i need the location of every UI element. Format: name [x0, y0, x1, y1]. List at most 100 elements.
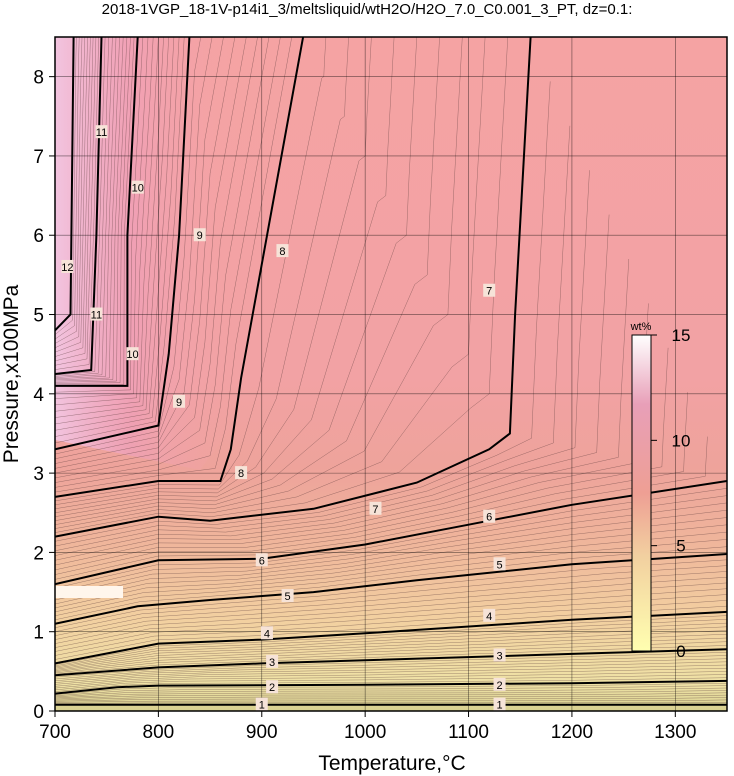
contour-label-bg	[276, 244, 289, 258]
contour-label: 1	[259, 700, 265, 712]
contour-label-bg	[483, 608, 496, 622]
thin-contour-line	[55, 588, 727, 648]
thin-contour-line	[55, 661, 727, 683]
thin-contour-line	[55, 37, 80, 340]
contour-label-bg	[61, 259, 74, 273]
contour-label-bg	[493, 677, 506, 691]
contour-label: 11	[96, 127, 107, 139]
x-tick-label: 1300	[654, 722, 696, 743]
thin-contour-line	[55, 626, 727, 669]
thin-contour-line	[55, 658, 727, 682]
contour-label-bg	[126, 347, 139, 361]
contour-label-bg	[369, 501, 382, 515]
colorbar-tick-label: 5	[676, 537, 685, 556]
contour-label: 8	[238, 468, 244, 480]
thin-contour-line	[55, 81, 551, 542]
thin-contour-line	[55, 37, 124, 382]
contour-label: 9	[197, 230, 203, 242]
x-tick-label: 800	[143, 722, 175, 743]
thin-contour-line	[55, 559, 727, 628]
contour-line-4	[55, 610, 727, 665]
thin-contour-line	[55, 702, 727, 704]
thin-contour-line	[55, 125, 571, 547]
thin-contour-line	[55, 37, 94, 362]
contour-line-5	[55, 553, 727, 625]
thin-contour-line	[55, 685, 727, 697]
thin-contour-line	[55, 600, 727, 656]
contour-line-3	[55, 648, 727, 677]
contour-label: 5	[496, 559, 502, 571]
colorbar-tick-label: 15	[672, 326, 691, 345]
thin-contour-line	[55, 392, 688, 575]
thin-contour-line	[55, 37, 418, 517]
colorbar-tick-label: 0	[676, 642, 685, 661]
contour-label-bg	[255, 697, 268, 711]
contour-label: 2	[269, 682, 275, 694]
contour-label: 1	[496, 700, 502, 712]
thin-contour-line	[55, 571, 727, 636]
contour-label-bg	[255, 553, 268, 567]
chart-title: 2018-1VGP_18-1V-p14i1_3/meltsliquid/wtH2…	[102, 1, 633, 18]
thin-contour-line	[55, 652, 727, 678]
thin-contour-line	[55, 594, 727, 652]
y-axis-title: Pressure,x100MPa	[0, 284, 23, 463]
thin-contour-line	[55, 37, 236, 469]
contour-label: 10	[132, 183, 144, 195]
contour-label-bg	[131, 180, 144, 194]
contour-label: 12	[61, 262, 73, 274]
thin-contour-line	[55, 37, 509, 533]
y-tick-label: 3	[33, 464, 44, 485]
contour-label-bg	[90, 307, 103, 321]
x-axis: 700 800 900 1000 1100 1200 1300	[39, 711, 696, 743]
thin-contour-line	[55, 37, 440, 521]
thin-contour-line	[55, 37, 372, 510]
thin-contour-line	[55, 37, 270, 483]
thin-contour-line	[55, 630, 727, 670]
contour-label: 6	[259, 555, 265, 567]
thin-contour-line	[55, 37, 169, 425]
thin-contour-line	[55, 37, 463, 525]
contour-label-bg	[266, 680, 279, 694]
contour-label-bg	[483, 509, 496, 523]
x-tick-label: 900	[246, 722, 278, 743]
contour-label: 7	[372, 504, 378, 516]
thin-contour-line	[55, 258, 630, 561]
thin-contour-line	[55, 37, 175, 431]
missing-data-strip	[55, 586, 123, 598]
thin-contour-line	[55, 667, 727, 687]
contour-label-bg	[266, 654, 279, 668]
contour-label-bg	[493, 648, 506, 662]
contour-label: 10	[126, 349, 138, 361]
contour-label: 4	[264, 628, 270, 640]
thin-contour-line	[55, 37, 83, 344]
thin-contour-line	[55, 37, 327, 502]
contour-line-12	[55, 37, 75, 332]
y-tick-label: 1	[33, 623, 44, 644]
contour-label: 2	[496, 680, 502, 692]
y-tick-label: 0	[33, 702, 44, 723]
thin-contour-line	[55, 682, 727, 695]
y-tick-label: 6	[33, 226, 44, 247]
thin-contour-line	[55, 37, 247, 474]
thin-contour-line	[55, 622, 727, 668]
thin-contour-line	[55, 37, 395, 514]
thin-contour-line	[55, 641, 727, 674]
grid-lines	[55, 37, 727, 711]
thin-contour-line	[55, 37, 164, 418]
colorbar-ticks: 0 5 10 15	[651, 326, 690, 661]
contour-line-2	[55, 679, 727, 695]
thin-contour-line	[55, 637, 727, 672]
colorbar-gradient	[631, 334, 652, 652]
contour-lines	[55, 37, 727, 706]
contour-label: 11	[91, 310, 102, 322]
contour-label: 5	[285, 591, 291, 603]
thin-contour-line	[55, 671, 727, 689]
thin-contour-line	[55, 37, 258, 479]
thin-contour-line	[55, 37, 293, 493]
contour-label-bg	[95, 125, 108, 139]
thin-contour-line	[55, 615, 727, 665]
x-axis-title: Temperature,°C	[318, 752, 465, 775]
thin-contour-line	[55, 347, 669, 571]
thin-contour-line	[55, 37, 88, 353]
